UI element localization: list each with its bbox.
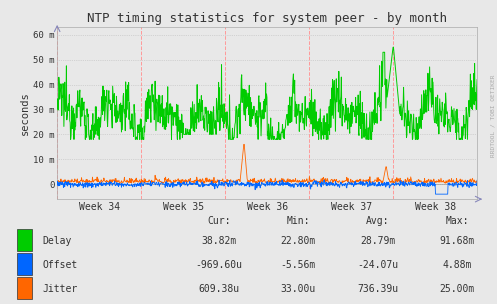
Text: 28.79m: 28.79m (360, 236, 395, 246)
Text: 91.68m: 91.68m (440, 236, 475, 246)
Bar (17, 253, 32, 275)
Text: Cur:: Cur: (207, 216, 231, 226)
Text: Delay: Delay (42, 236, 72, 246)
Bar (17, 277, 32, 299)
Text: 33.00u: 33.00u (281, 284, 316, 294)
Text: 4.88m: 4.88m (442, 260, 472, 270)
Text: 38.82m: 38.82m (201, 236, 236, 246)
Text: Min:: Min: (286, 216, 310, 226)
Text: 25.00m: 25.00m (440, 284, 475, 294)
Text: 736.39u: 736.39u (357, 284, 398, 294)
Y-axis label: seconds: seconds (20, 92, 30, 135)
Text: -5.56m: -5.56m (281, 260, 316, 270)
Text: Max:: Max: (445, 216, 469, 226)
Text: RRDTOOL / TOBI OETIKER: RRDTOOL / TOBI OETIKER (491, 74, 496, 157)
Text: 22.80m: 22.80m (281, 236, 316, 246)
Text: Jitter: Jitter (42, 284, 78, 294)
Text: -24.07u: -24.07u (357, 260, 398, 270)
Text: 609.38u: 609.38u (198, 284, 239, 294)
Bar (17, 229, 32, 251)
Title: NTP timing statistics for system peer - by month: NTP timing statistics for system peer - … (87, 12, 447, 25)
Text: Avg:: Avg: (366, 216, 390, 226)
Text: Offset: Offset (42, 260, 78, 270)
Text: -969.60u: -969.60u (195, 260, 242, 270)
